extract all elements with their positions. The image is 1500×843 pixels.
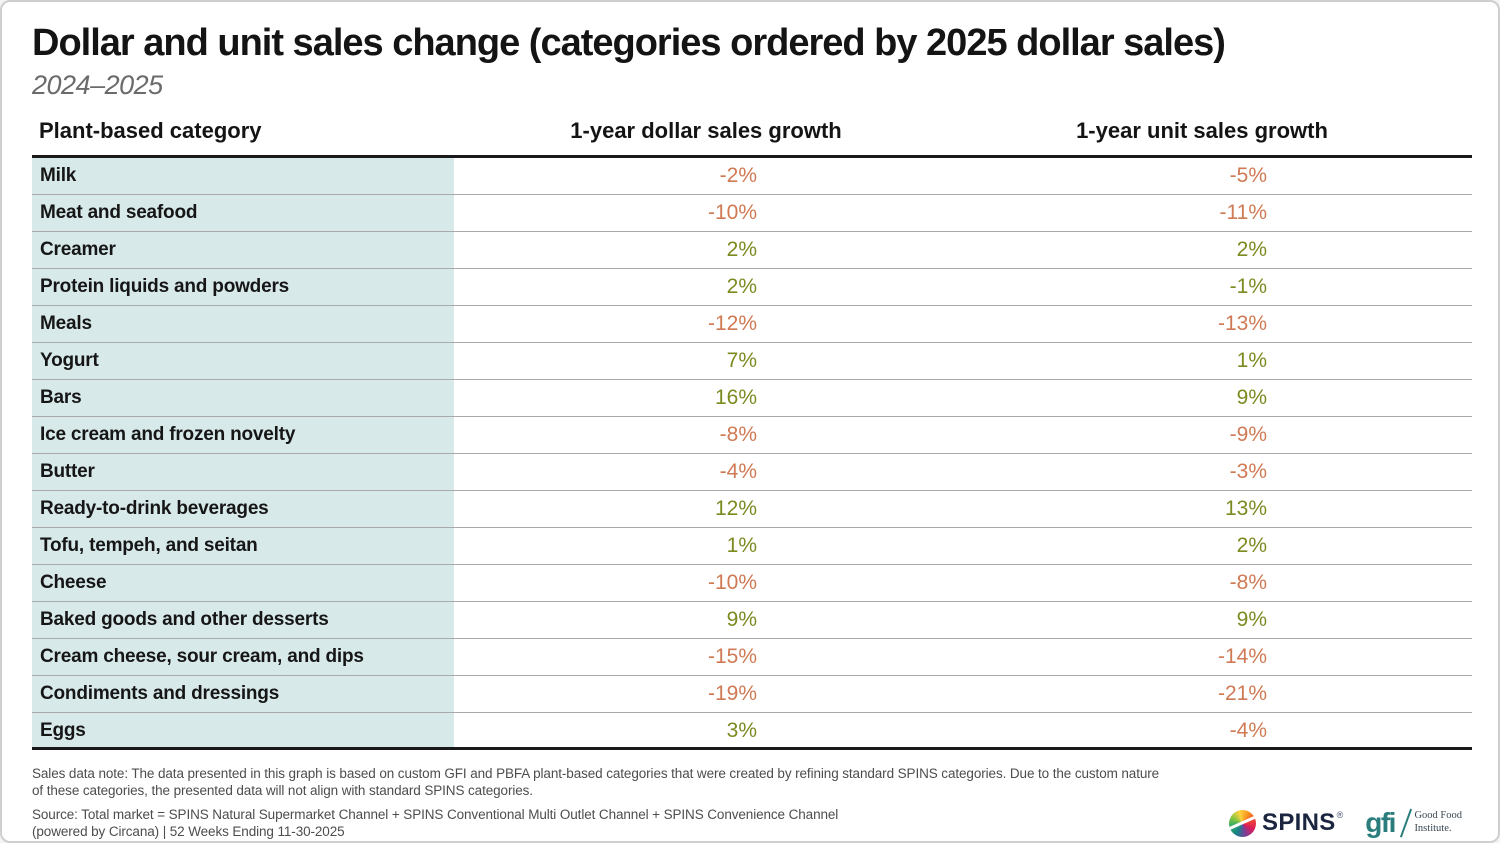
dollar-growth-cell: 12% <box>714 497 757 520</box>
unit-growth-cell: -5% <box>1229 164 1267 187</box>
unit-growth-cell: -11% <box>1219 201 1267 224</box>
table-row: Protein liquids and powders 2% -1% <box>32 269 1472 306</box>
column-header-unit-growth: 1-year unit sales growth <box>1076 118 1328 143</box>
dollar-growth-cell: 16% <box>714 386 757 409</box>
dollar-growth-cell: -12% <box>707 312 757 335</box>
unit-growth-cell: -3% <box>1229 460 1267 483</box>
unit-growth-cell: -9% <box>1229 423 1267 446</box>
footnotes: Sales data note: The data presented in t… <box>32 765 1159 840</box>
table-row: Baked goods and other desserts 9% 9% <box>32 602 1472 639</box>
dollar-growth-cell: 2% <box>726 238 757 261</box>
footer-logos: SPINS ® gfi Good Food Institute. <box>1229 805 1462 841</box>
unit-growth-cell: 2% <box>1236 534 1267 557</box>
source-note-line: Source: Total market = SPINS Natural Sup… <box>32 807 839 822</box>
category-cell: Yogurt <box>32 343 454 379</box>
unit-growth-cell: -14% <box>1217 645 1267 668</box>
gfi-org-line: Institute. <box>1414 823 1452 834</box>
gfi-org-line: Good Food <box>1414 810 1462 822</box>
dollar-growth-cell: 9% <box>726 608 757 631</box>
unit-growth-cell: 9% <box>1236 608 1267 631</box>
dollar-growth-cell: -10% <box>707 571 757 594</box>
unit-growth-cell: 13% <box>1224 497 1267 520</box>
category-cell: Meals <box>32 306 454 342</box>
dollar-growth-cell: -19% <box>707 682 757 705</box>
category-cell: Ready-to-drink beverages <box>32 491 454 527</box>
category-cell: Bars <box>32 380 454 416</box>
unit-growth-cell: -4% <box>1229 719 1267 742</box>
table-row: Meals -12% -13% <box>32 306 1472 343</box>
category-cell: Meat and seafood <box>32 195 454 231</box>
unit-growth-cell: -8% <box>1229 571 1267 594</box>
dollar-growth-cell: 1% <box>726 534 757 557</box>
table-row: Yogurt 7% 1% <box>32 343 1472 380</box>
table-row: Meat and seafood -10% -11% <box>32 195 1472 232</box>
unit-growth-cell: -13% <box>1217 312 1267 335</box>
table-row: Cream cheese, sour cream, and dips -15% -1… <box>32 639 1472 676</box>
dollar-growth-cell: 7% <box>726 349 757 372</box>
subtitle-years: 2024–2025 <box>32 70 163 100</box>
category-cell: Creamer <box>32 232 454 268</box>
column-header-dollar-growth: 1-year dollar sales growth <box>570 118 842 143</box>
category-cell: Eggs <box>32 713 454 747</box>
table-row: Creamer 2% 2% <box>32 232 1472 269</box>
spins-globe-icon <box>1229 809 1257 837</box>
sales-data-note: Sales data note: The data presented in t… <box>32 765 1159 799</box>
dollar-growth-cell: 2% <box>726 275 757 298</box>
source-note: Source: Total market = SPINS Natural Sup… <box>32 806 1159 840</box>
spins-logo: SPINS ® <box>1229 809 1343 837</box>
category-cell: Cheese <box>32 565 454 601</box>
table-row: Milk -2% -5% <box>32 158 1472 195</box>
gfi-logo-text: gfi <box>1365 807 1396 838</box>
dollar-growth-cell: -15% <box>707 645 757 668</box>
table-row: Tofu, tempeh, and seitan 1% 2% <box>32 528 1472 565</box>
category-cell: Tofu, tempeh, and seitan <box>32 528 454 564</box>
sales-data-note-line: Sales data note: The data presented in t… <box>32 766 1160 781</box>
table-row: Ready-to-drink beverages 12% 13% <box>32 491 1472 528</box>
table-row: Bars 16% 9% <box>32 380 1472 417</box>
dollar-growth-cell: -8% <box>719 423 757 446</box>
category-cell: Butter <box>32 454 454 490</box>
category-cell: Milk <box>32 158 454 194</box>
table-row: Cheese -10% -8% <box>32 565 1472 602</box>
category-cell: Cream cheese, sour cream, and dips <box>32 639 454 675</box>
spins-logo-text: SPINS <box>1262 809 1336 836</box>
gfi-slash-divider <box>1399 808 1412 838</box>
category-cell: Protein liquids and powders <box>32 269 454 305</box>
dollar-growth-cell: 3% <box>726 719 757 742</box>
category-cell: Baked goods and other desserts <box>32 602 454 638</box>
table-row: Butter -4% -3% <box>32 454 1472 491</box>
category-cell: Ice cream and frozen novelty <box>32 417 454 453</box>
column-header-category: Plant-based category <box>39 118 262 143</box>
unit-growth-cell: -21% <box>1217 682 1267 705</box>
table-body: Milk -2% -5% Meat and seafood -10% -11% Creame… <box>32 155 1472 750</box>
unit-growth-cell: 9% <box>1236 386 1267 409</box>
gfi-org-name: Good Food Institute. <box>1414 810 1462 835</box>
unit-growth-cell: 2% <box>1236 238 1267 261</box>
dollar-growth-cell: -10% <box>707 201 757 224</box>
gfi-logo: gfi Good Food Institute. <box>1365 808 1462 838</box>
table-row: Ice cream and frozen novelty -8% -9% <box>32 417 1472 454</box>
sales-data-note-line: of these categories, the presented data … <box>32 783 533 798</box>
page-title: Dollar and unit sales change (categories… <box>32 22 1226 64</box>
dollar-growth-cell: -4% <box>719 460 757 483</box>
category-cell: Condiments and dressings <box>32 676 454 712</box>
source-note-line: (powered by Circana) | 52 Weeks Ending 1… <box>32 824 345 839</box>
unit-growth-cell: 1% <box>1236 349 1267 372</box>
table-row: Condiments and dressings -19% -21% <box>32 676 1472 713</box>
registered-trademark-icon: ® <box>1336 810 1344 820</box>
dollar-growth-cell: -2% <box>719 164 757 187</box>
unit-growth-cell: -1% <box>1229 275 1267 298</box>
table-row: Eggs 3% -4% <box>32 713 1472 750</box>
